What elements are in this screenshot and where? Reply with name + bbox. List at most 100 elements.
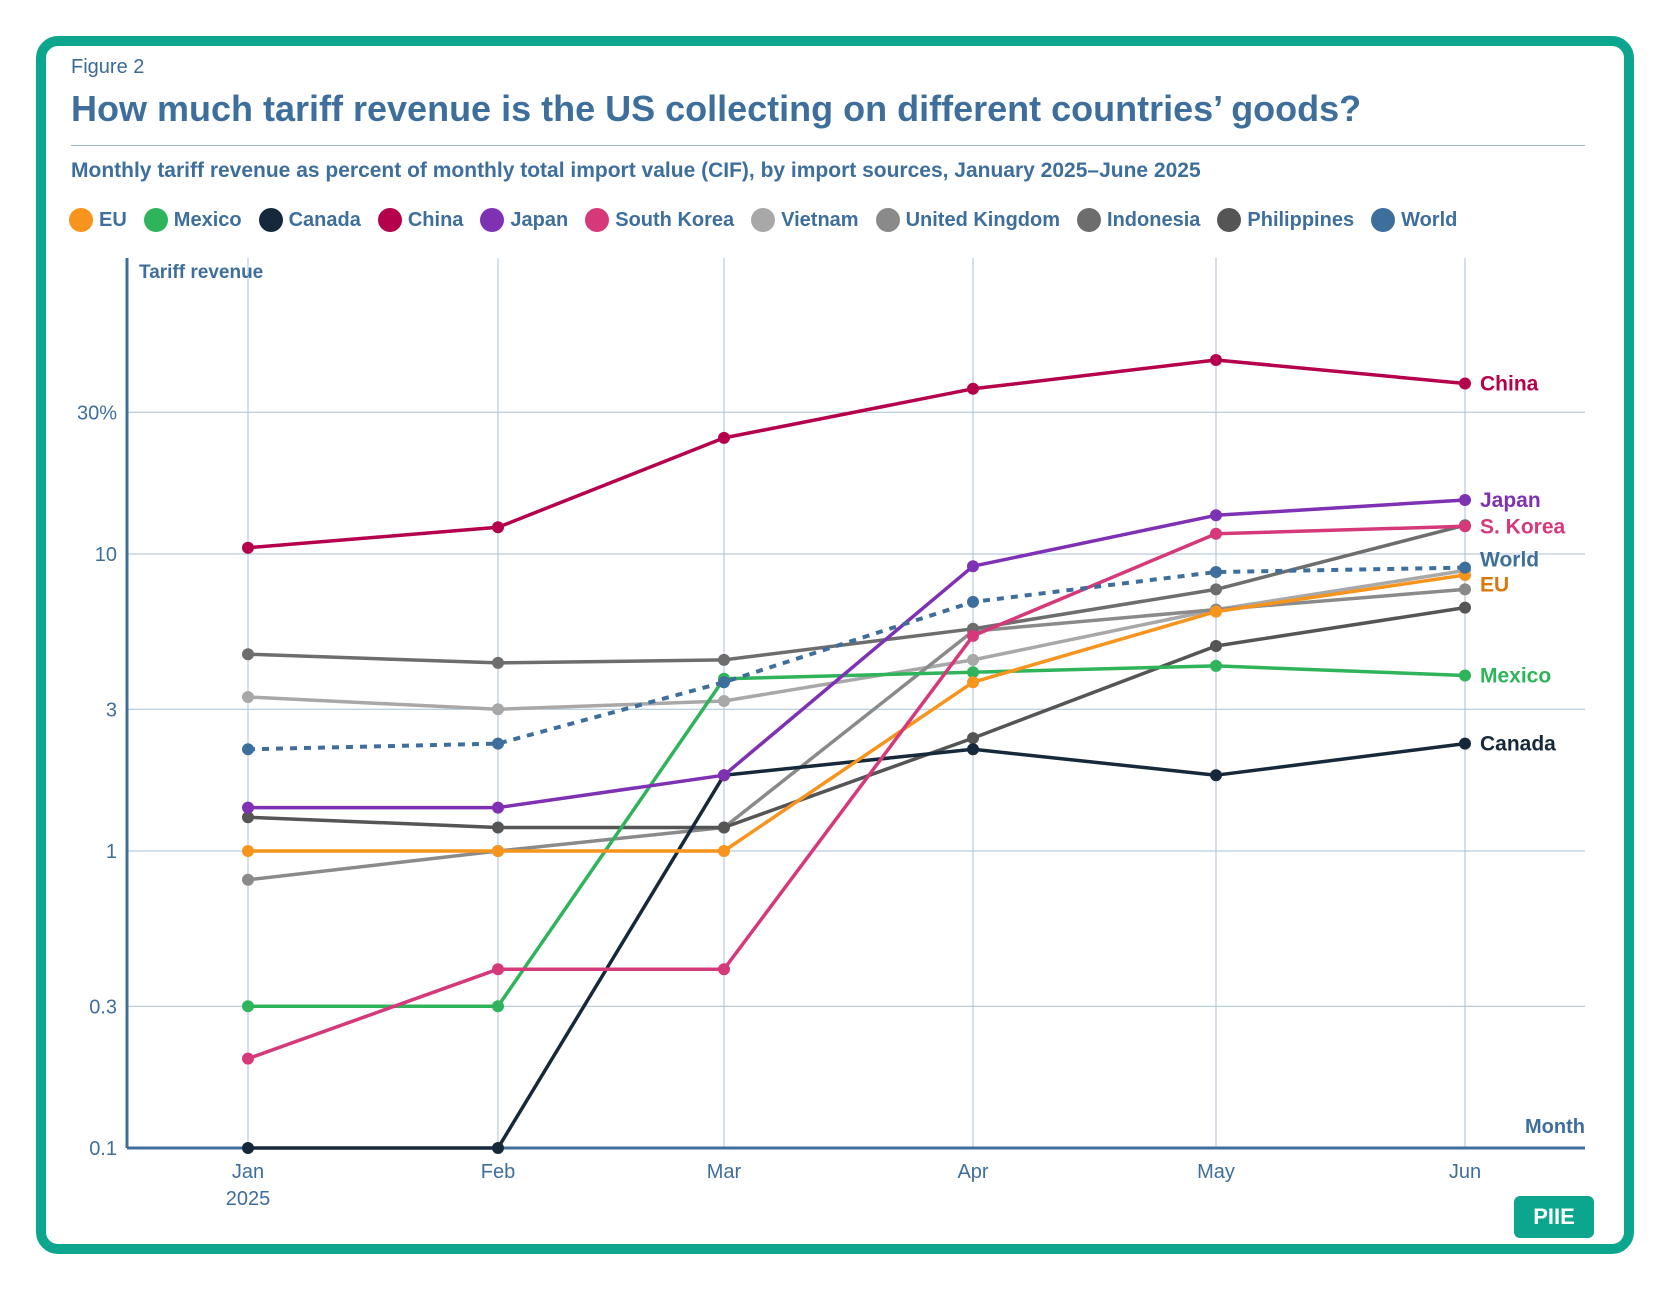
legend-label: Philippines [1247, 208, 1355, 231]
legend-swatch [751, 208, 776, 232]
data-point-south-korea [718, 963, 730, 976]
data-point-canada [492, 1142, 504, 1154]
series-line-china [247, 358, 1466, 550]
y-tick-label: 1 [106, 841, 117, 863]
end-label-mexico: Mexico [1480, 664, 1551, 687]
data-point-china [1459, 377, 1471, 390]
data-point-mexico [242, 1000, 254, 1013]
data-point-canada [1210, 769, 1222, 782]
title-divider [71, 145, 1585, 146]
chart-subtitle: Monthly tariff revenue as percent of mon… [71, 159, 1201, 182]
legend-item-united-kingdom: United Kingdom [875, 208, 1061, 232]
data-point-south-korea [492, 963, 504, 976]
data-point-philippines [1459, 601, 1471, 614]
data-point-mexico [1459, 669, 1471, 682]
legend-item-china: China [377, 208, 463, 232]
data-point-united-kingdom [242, 873, 254, 886]
data-point-japan [492, 801, 504, 814]
data-point-indonesia [492, 656, 504, 669]
data-point-china [492, 521, 504, 534]
data-point-china [1210, 354, 1222, 366]
data-point-china [967, 382, 979, 395]
data-point-south-korea [242, 1052, 254, 1065]
legend-swatch [69, 208, 93, 232]
x-tick-sublabel: 2025 [226, 1188, 271, 1210]
series-line-vietnam [247, 568, 1466, 712]
data-point-philippines [1210, 640, 1222, 652]
chart-title: How much tariff revenue is the US collec… [71, 88, 1362, 129]
legend-label: United Kingdom [905, 208, 1061, 231]
legend-item-world: World [1371, 208, 1457, 232]
data-point-world [967, 595, 979, 608]
data-point-world [492, 737, 504, 750]
data-point-japan [718, 769, 730, 782]
y-tick-label: 0.1 [89, 1138, 117, 1160]
data-point-world [1459, 561, 1471, 574]
data-point-canada [242, 1142, 254, 1154]
data-point-eu [492, 845, 504, 857]
legend-item-canada: Canada [258, 208, 361, 232]
data-point-world [1210, 566, 1222, 578]
piie-logo: PIIE [1514, 1196, 1594, 1238]
legend-swatch [258, 208, 283, 232]
legend-label: Mexico [173, 208, 242, 231]
legend-swatch [377, 208, 402, 232]
end-label-japan: Japan [1480, 489, 1541, 512]
data-point-mexico [967, 666, 979, 679]
legend-swatch [875, 208, 900, 232]
data-point-vietnam [492, 703, 504, 716]
series-line-eu [248, 573, 1466, 853]
y-axis-title: Tariff revenue [139, 262, 263, 283]
legend-item-mexico: Mexico [143, 208, 242, 232]
legend-swatch [480, 208, 505, 232]
legend-label: EU [99, 208, 127, 231]
x-tick-label: Jun [1449, 1161, 1481, 1183]
legend-item-south-korea: South Korea [585, 208, 734, 232]
series-line-united-kingdom [247, 587, 1466, 882]
legend-swatch [143, 208, 168, 232]
series-line-canada [248, 741, 1466, 1150]
data-point-japan [242, 801, 254, 814]
data-point-china [242, 541, 254, 554]
end-label-south-korea: S. Korea [1480, 515, 1566, 538]
legend-label: South Korea [615, 208, 735, 231]
data-point-japan [1459, 494, 1471, 506]
legend-swatch [585, 208, 610, 232]
legend-label: World [1401, 208, 1458, 231]
data-point-vietnam [242, 691, 254, 703]
legend-label: Vietnam [781, 208, 859, 231]
data-point-eu [967, 676, 979, 689]
end-label-eu: EU [1480, 573, 1509, 596]
end-label-china: China [1480, 373, 1539, 396]
data-point-mexico [492, 1000, 504, 1013]
data-point-mexico [1210, 659, 1222, 672]
data-point-japan [967, 560, 979, 573]
data-point-south-korea [1459, 520, 1471, 533]
x-tick-label: May [1197, 1161, 1235, 1183]
series-line-japan [248, 498, 1466, 810]
data-point-indonesia [242, 648, 254, 661]
series-line-mexico [248, 664, 1466, 1009]
legend-item-japan: Japan [480, 208, 568, 232]
x-tick-label: Mar [707, 1161, 742, 1183]
y-tick-label: 3 [106, 699, 117, 721]
legend-item-philippines: Philippines [1217, 208, 1354, 232]
end-label-canada: Canada [1480, 733, 1556, 756]
legend: EU Mexico Canada China Japan South Korea Vietn… [69, 208, 1457, 232]
figure-label: Figure 2 [71, 56, 145, 78]
end-label-world: World [1480, 548, 1539, 571]
data-point-china [718, 431, 730, 444]
data-point-eu [1210, 605, 1222, 618]
y-tick-label: 30% [77, 402, 117, 424]
data-point-south-korea [967, 629, 979, 642]
legend-swatch [1371, 208, 1396, 232]
series-line-south-korea [247, 524, 1466, 1061]
data-point-eu [242, 845, 254, 857]
legend-swatch [1077, 208, 1102, 232]
data-point-eu [718, 845, 730, 857]
data-point-vietnam [967, 653, 979, 666]
legend-label: Canada [288, 208, 361, 231]
data-point-canada [1459, 737, 1471, 750]
data-point-indonesia [1210, 583, 1222, 596]
